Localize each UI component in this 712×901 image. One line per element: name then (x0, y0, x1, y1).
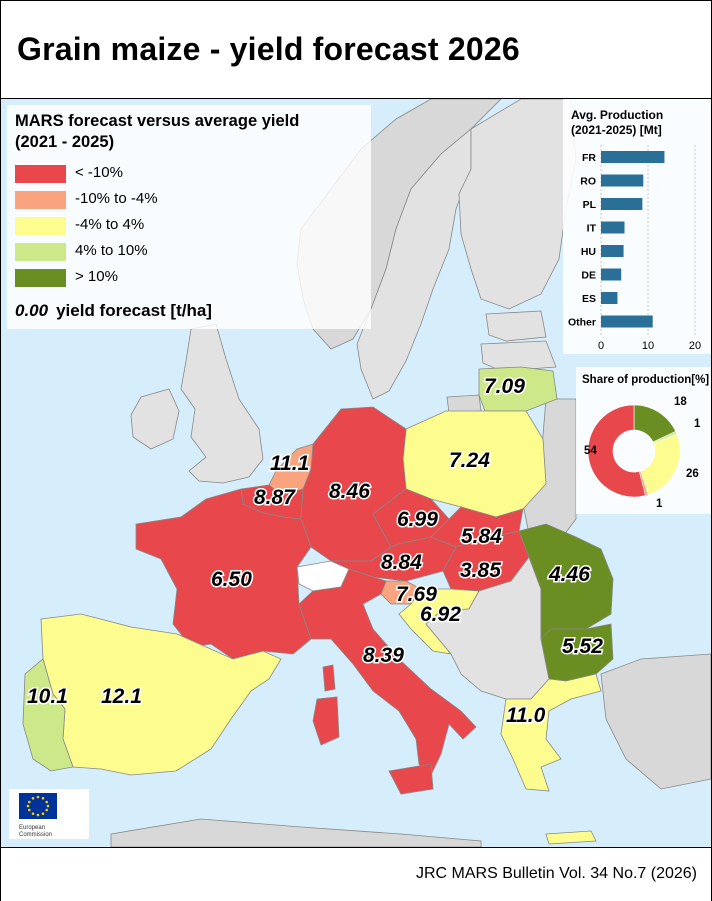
latvia-shape (480, 340, 557, 372)
footer: JRC MARS Bulletin Vol. 34 No.7 (2026) (1, 847, 711, 901)
pie-chart-title: Share of production[%] (582, 374, 709, 386)
turkey-shape (600, 653, 711, 790)
value-slovenia: 7.69 (396, 583, 437, 606)
european-commission-logo: European Commission (9, 789, 89, 839)
bar-category-label: PL (583, 199, 597, 211)
bar-tick-label: 20 (689, 340, 701, 352)
bar-tick-label: 10 (642, 340, 654, 352)
bar-category-label: HU (581, 246, 596, 258)
legend-swatch (15, 165, 66, 183)
bar-ro (601, 174, 644, 187)
russia-kaliningrad-shape (446, 394, 482, 414)
greece-shape (500, 673, 602, 792)
legend-example-label: yield forecast [t/ha] (56, 301, 212, 320)
estonia-shape (485, 310, 547, 342)
value-france: 6.50 (211, 568, 252, 591)
bar-hu (601, 245, 624, 257)
value-portugal: 10.1 (27, 685, 68, 708)
bar-pl (601, 198, 643, 210)
bar-category-label: RO (580, 176, 596, 188)
corsica-shape (322, 664, 336, 692)
legend-label: -10% to -4% (75, 190, 158, 207)
legend-label: < -10% (75, 164, 123, 181)
bar-it (601, 221, 625, 234)
share-pie-chart: Share of production[%] 18 1 26 1 54 (576, 367, 711, 514)
bar-category-label: Other (568, 317, 596, 329)
bar-chart-title-line2: (2021-2025) [Mt] (571, 123, 662, 137)
legend: MARS forecast versus average yield (2021… (7, 105, 371, 329)
value-netherlands: 11.1 (270, 452, 309, 475)
pie-slice-label: 1 (694, 418, 701, 430)
eu-flag-icon: European Commission (19, 793, 57, 838)
pie-slice-label: 18 (674, 396, 687, 408)
legend-swatch (15, 243, 66, 261)
bar-es (601, 292, 618, 304)
africa-shape (110, 818, 482, 847)
europe-map: 7.09 7.24 11.1 8.87 8.46 6.99 5.84 6.50 … (22, 99, 711, 847)
bar-category-label: ES (582, 293, 596, 305)
bar-category-label: FR (582, 152, 596, 164)
legend-label: 4% to 10% (75, 242, 148, 259)
value-spain: 12.1 (101, 685, 142, 708)
logo-text-line2: Commission (19, 832, 52, 838)
finland-shape (458, 99, 577, 310)
legend-label: > 10% (75, 268, 118, 285)
bar-de (601, 268, 622, 281)
bar-chart-svg: Avg. Production (2021-2025) [Mt] 0 10 20 FR… (568, 108, 701, 352)
bar-chart-title-line1: Avg. Production (571, 108, 663, 122)
legend-example: 0.00 yield forecast [t/ha] (15, 301, 212, 321)
value-slovakia: 5.84 (461, 525, 502, 548)
value-poland: 7.24 (449, 449, 490, 472)
bar-category-label: IT (587, 223, 597, 235)
crete-shape (545, 830, 597, 845)
pie-slice (640, 433, 681, 496)
footer-citation: JRC MARS Bulletin Vol. 34 No.7 (2026) (415, 865, 697, 882)
value-lithuania: 7.09 (484, 375, 525, 398)
page-title: Grain maize - yield forecast 2026 (17, 31, 520, 67)
portugal-shape (22, 658, 74, 772)
italy-shape (298, 568, 477, 780)
sardinia-shape (312, 696, 340, 746)
pie-slice-label: 1 (656, 498, 663, 510)
value-croatia: 6.92 (420, 603, 461, 626)
value-romania: 4.46 (548, 563, 590, 586)
value-hungary: 3.85 (460, 559, 501, 582)
bar-fr (601, 151, 665, 163)
bar-other (601, 315, 653, 328)
pie-slice (587, 404, 646, 498)
legend-title-line1: MARS forecast versus average yield (15, 112, 300, 130)
legend-title-line2: (2021 - 2025) (15, 133, 115, 151)
value-italy: 8.39 (363, 644, 404, 667)
value-austria: 8.84 (381, 551, 422, 574)
logo-text-line1: European (19, 825, 45, 831)
legend-example-value: 0.00 (15, 301, 49, 320)
production-bar-chart: Avg. Production (2021-2025) [Mt] 0 10 20 FR… (563, 99, 711, 354)
legend-label: -4% to 4% (75, 216, 145, 233)
pie-slice-label: 26 (686, 468, 699, 480)
pie-slice-label: 54 (584, 445, 597, 457)
legend-swatch (15, 269, 66, 287)
romania-shape (518, 523, 614, 640)
pie-chart-svg: Share of production[%] 18 1 26 1 54 (582, 374, 709, 510)
title-bar: Grain maize - yield forecast 2026 (1, 1, 711, 99)
bar-tick-label: 0 (598, 340, 604, 352)
ireland-shape (130, 388, 180, 450)
lithuania-shape (478, 366, 558, 412)
sicily-shape (388, 763, 434, 795)
legend-swatch (15, 191, 66, 209)
value-czechia: 6.99 (397, 508, 438, 531)
legend-swatch (15, 217, 66, 235)
map: 7.09 7.24 11.1 8.87 8.46 6.99 5.84 6.50 … (1, 99, 711, 847)
legend-title: MARS forecast versus average yield (2021… (15, 111, 299, 153)
uk-shape (180, 323, 264, 484)
value-bulgaria: 5.52 (562, 635, 603, 658)
value-greece: 11.0 (506, 704, 546, 727)
value-germany: 8.46 (329, 480, 370, 503)
value-belgium: 8.87 (254, 486, 296, 509)
bar-category-label: DE (581, 270, 596, 282)
